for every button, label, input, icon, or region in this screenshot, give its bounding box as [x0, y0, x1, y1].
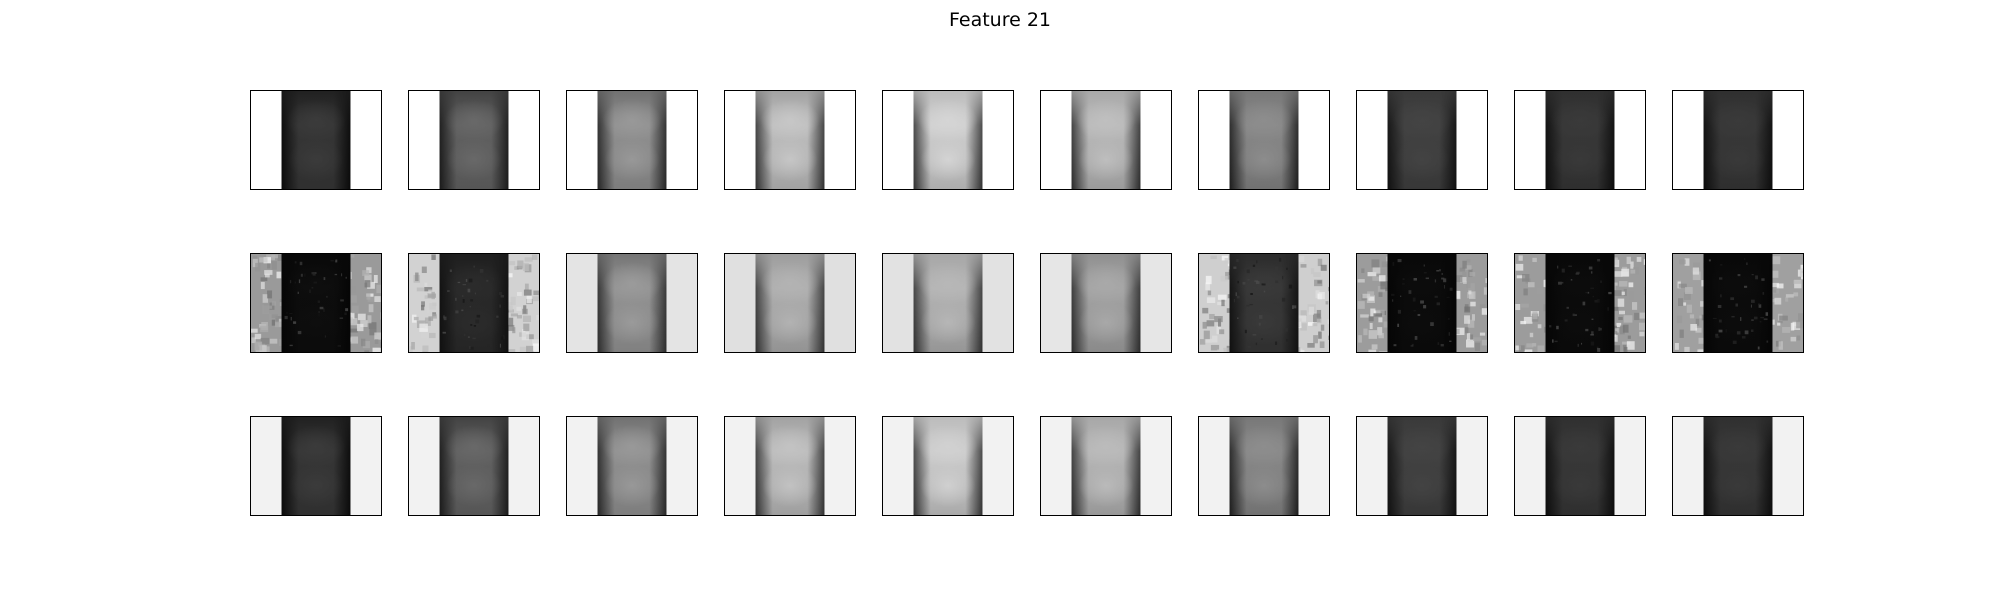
feature-map-panel: [882, 416, 1014, 516]
feature-map-image: [1229, 91, 1299, 189]
feature-map-panel: [1356, 416, 1488, 516]
feature-map-image: [755, 417, 825, 515]
feature-map-panel: [1356, 90, 1488, 190]
feature-map-image: [1199, 254, 1329, 352]
feature-map-panel: [1198, 416, 1330, 516]
feature-map-image: [597, 254, 667, 352]
feature-map-image: [1071, 417, 1141, 515]
feature-map-panel: [1672, 90, 1804, 190]
feature-map-panel: [1514, 253, 1646, 353]
feature-map-image: [439, 91, 509, 189]
feature-map-panel: [882, 253, 1014, 353]
feature-map-panel: [250, 90, 382, 190]
feature-map-panel: [1514, 416, 1646, 516]
feature-map-image: [1357, 254, 1487, 352]
feature-map-panel: [1356, 253, 1488, 353]
feature-map-image: [913, 417, 983, 515]
feature-map-image: [597, 91, 667, 189]
feature-map-panel: [408, 90, 540, 190]
feature-map-panel: [408, 416, 540, 516]
feature-map-panel: [566, 253, 698, 353]
feature-map-panel: [1514, 90, 1646, 190]
feature-map-panel: [1672, 253, 1804, 353]
feature-map-image: [1387, 91, 1457, 189]
figure-title: Feature 21: [948, 9, 1051, 31]
feature-map-image: [1703, 417, 1773, 515]
feature-map-image: [409, 254, 539, 352]
feature-map-image: [755, 254, 825, 352]
feature-map-panel: [566, 416, 698, 516]
feature-map-panel: [250, 253, 382, 353]
feature-map-image: [1071, 254, 1141, 352]
feature-map-image: [281, 91, 351, 189]
feature-map-image: [281, 417, 351, 515]
feature-map-image: [913, 91, 983, 189]
feature-map-panel: [250, 416, 382, 516]
feature-map-panel: [408, 253, 540, 353]
feature-map-panel: [1040, 253, 1172, 353]
feature-map-panel: [1198, 90, 1330, 190]
feature-map-panel: [724, 253, 856, 353]
feature-map-panel: [1040, 90, 1172, 190]
feature-map-image: [755, 91, 825, 189]
feature-map-image: [597, 417, 667, 515]
feature-map-image: [1071, 91, 1141, 189]
feature-map-panel: [1040, 416, 1172, 516]
feature-map-panel: [724, 416, 856, 516]
feature-map-image: [1674, 254, 1803, 352]
feature-map-image: [1515, 254, 1645, 352]
feature-map-panel: [1672, 416, 1804, 516]
feature-map-image: [1229, 417, 1299, 515]
feature-map-image: [1545, 417, 1615, 515]
feature-map-image: [251, 254, 381, 352]
feature-map-image: [1545, 91, 1615, 189]
feature-map-panel: [1198, 253, 1330, 353]
feature-map-panel: [724, 90, 856, 190]
feature-map-image: [1703, 91, 1773, 189]
feature-map-panel: [566, 90, 698, 190]
feature-map-panel: [882, 90, 1014, 190]
feature-map-image: [439, 417, 509, 515]
feature-map-image: [913, 254, 983, 352]
feature-map-image: [1387, 417, 1457, 515]
